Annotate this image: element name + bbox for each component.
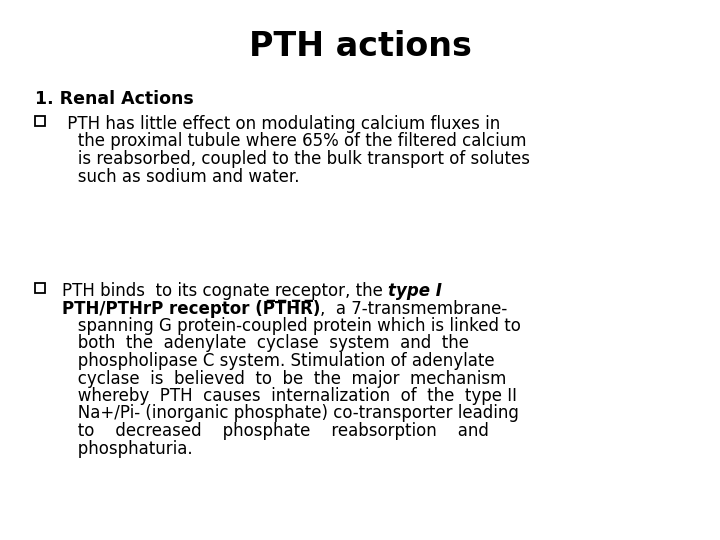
Text: Na+/Pi- (inorganic phosphate) co-transporter leading: Na+/Pi- (inorganic phosphate) co-transpo…	[62, 404, 519, 422]
Text: PTH/PTHrP receptor (P̅T̅H̅R̅): PTH/PTHrP receptor (P̅T̅H̅R̅)	[62, 300, 320, 318]
Bar	[35, 116, 45, 126]
Text: phospholipase C system. Stimulation of adenylate: phospholipase C system. Stimulation of a…	[62, 352, 495, 370]
Text: whereby  PTH  causes  internalization  of  the  type II: whereby PTH causes internalization of th…	[62, 387, 517, 405]
Text: to    decreased    phosphate    reabsorption    and: to decreased phosphate reabsorption and	[62, 422, 489, 440]
Text: type I: type I	[388, 282, 442, 300]
Text: spanning G protein-coupled protein which is linked to: spanning G protein-coupled protein which…	[62, 317, 521, 335]
Text: cyclase  is  believed  to  be  the  major  mechanism: cyclase is believed to be the major mech…	[62, 369, 506, 388]
Text: such as sodium and water.: such as sodium and water.	[62, 167, 300, 186]
Bar	[35, 283, 45, 293]
Text: PTH has little effect on modulating calcium fluxes in: PTH has little effect on modulating calc…	[62, 115, 500, 133]
Text: PTH binds  to its cognate receptor, the: PTH binds to its cognate receptor, the	[62, 282, 388, 300]
Text: the proximal tubule where 65% of the filtered calcium: the proximal tubule where 65% of the fil…	[62, 132, 526, 151]
Text: PTH actions: PTH actions	[248, 30, 472, 63]
Text: 1. Renal Actions: 1. Renal Actions	[35, 90, 194, 108]
Text: phosphaturia.: phosphaturia.	[62, 440, 193, 457]
Text: is reabsorbed, coupled to the bulk transport of solutes: is reabsorbed, coupled to the bulk trans…	[62, 150, 530, 168]
Text: both  the  adenylate  cyclase  system  and  the: both the adenylate cyclase system and th…	[62, 334, 469, 353]
Text: ,  a 7-transmembrane-: , a 7-transmembrane-	[320, 300, 508, 318]
